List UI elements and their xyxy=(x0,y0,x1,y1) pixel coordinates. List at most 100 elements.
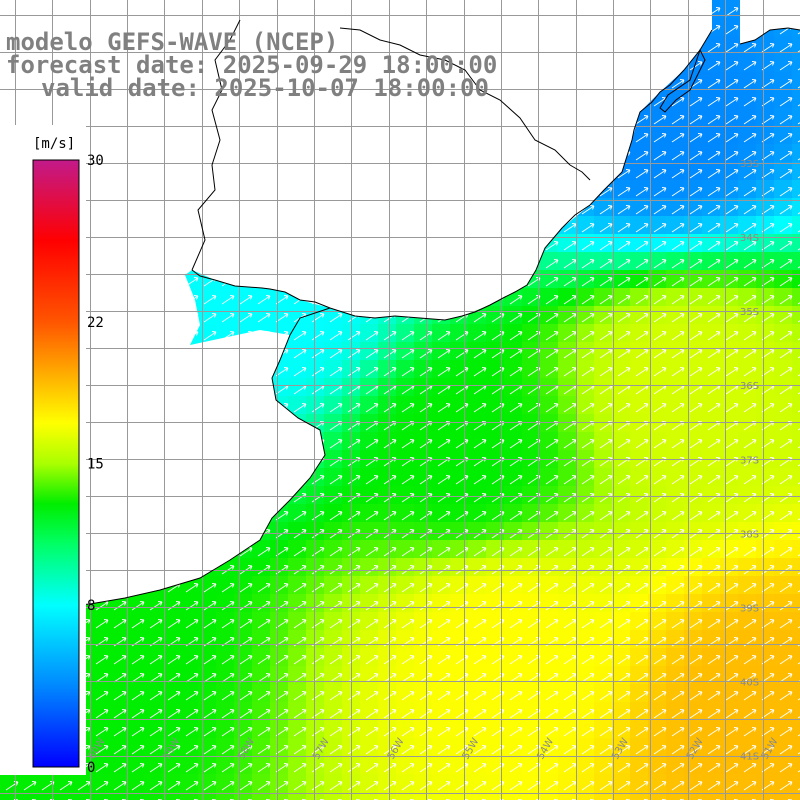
wind-arrow xyxy=(473,349,487,359)
field-cell xyxy=(738,648,757,667)
wind-arrow xyxy=(365,367,379,377)
wind-arrow xyxy=(617,709,631,719)
wind-arrow xyxy=(671,313,685,323)
field-cell xyxy=(702,360,721,379)
wind-arrow xyxy=(671,241,685,251)
field-cell xyxy=(738,90,757,109)
field-cell xyxy=(234,738,253,757)
wind-arrow xyxy=(653,475,667,485)
field-cell xyxy=(180,756,199,775)
field-cell xyxy=(702,666,721,685)
field-cell xyxy=(756,486,775,505)
wind-arrow xyxy=(779,745,793,755)
field-cell xyxy=(738,72,757,91)
field-cell xyxy=(306,576,325,595)
field-cell xyxy=(90,684,109,703)
field-cell xyxy=(288,522,307,541)
field-cell xyxy=(648,288,667,307)
wind-arrow xyxy=(725,241,739,251)
field-cell xyxy=(378,576,397,595)
wind-arrow xyxy=(689,277,703,287)
field-cell xyxy=(738,576,757,595)
field-cell xyxy=(648,324,667,343)
field-cell xyxy=(360,774,379,793)
field-cell xyxy=(324,360,343,379)
wind-arrow xyxy=(725,619,739,629)
wind-arrow xyxy=(365,673,379,683)
wind-arrow xyxy=(779,583,793,593)
coastline xyxy=(0,19,800,619)
wind-arrow xyxy=(221,673,235,683)
field-cell xyxy=(522,576,541,595)
field-cell xyxy=(738,288,757,307)
field-cell xyxy=(144,720,163,739)
wind-arrow xyxy=(617,349,631,359)
field-cell xyxy=(558,648,577,667)
wind-arrow xyxy=(653,331,667,341)
field-cell xyxy=(144,648,163,667)
field-cell xyxy=(756,666,775,685)
field-cell xyxy=(648,216,667,235)
field-cell xyxy=(792,378,800,397)
field-cell xyxy=(540,324,559,343)
field-cell xyxy=(540,378,559,397)
field-cell xyxy=(270,306,289,325)
field-cell xyxy=(576,324,595,343)
wind-arrow xyxy=(725,295,739,305)
wind-arrow xyxy=(239,781,253,791)
wind-arrow xyxy=(401,547,415,557)
wind-arrow xyxy=(365,691,379,701)
field-cell xyxy=(144,738,163,757)
wind-arrow xyxy=(293,601,307,611)
wind-arrow xyxy=(707,619,721,629)
field-cell xyxy=(612,306,631,325)
field-cell xyxy=(738,360,757,379)
wind-arrow xyxy=(689,745,703,755)
wind-arrow xyxy=(635,655,649,665)
field-cell xyxy=(306,774,325,793)
field-cell xyxy=(576,684,595,703)
wind-arrow xyxy=(617,331,631,341)
field-cell xyxy=(594,774,613,793)
wind-arrow xyxy=(707,691,721,701)
field-cell xyxy=(648,504,667,523)
field-cell xyxy=(288,612,307,631)
wind-arrow xyxy=(635,313,649,323)
wind-arrow xyxy=(635,709,649,719)
wind-arrow xyxy=(257,727,271,737)
field-cell xyxy=(756,360,775,379)
wind-arrow xyxy=(743,331,757,341)
wind-arrow xyxy=(509,691,523,701)
field-cell xyxy=(612,792,631,800)
field-cell xyxy=(648,684,667,703)
field-cell xyxy=(324,396,343,415)
wind-arrow xyxy=(293,349,307,359)
wind-arrow xyxy=(401,475,415,485)
field-cell xyxy=(630,630,649,649)
title-forecast-date: forecast date: 2025-09-29 18:00:00 xyxy=(6,51,497,79)
field-cell xyxy=(252,720,271,739)
wind-arrow xyxy=(401,367,415,377)
wind-arrow xyxy=(473,331,487,341)
field-cell xyxy=(774,738,793,757)
wind-arrow xyxy=(743,781,757,791)
field-cell xyxy=(648,414,667,433)
field-cell xyxy=(666,288,685,307)
field-cell xyxy=(234,288,253,307)
coast-ne-corner xyxy=(739,27,800,45)
field-cell xyxy=(378,666,397,685)
field-cell xyxy=(612,666,631,685)
wind-arrow xyxy=(671,439,685,449)
field-cell xyxy=(324,774,343,793)
wind-arrow xyxy=(329,403,343,413)
wind-arrow xyxy=(599,367,613,377)
wind-arrow xyxy=(347,673,361,683)
field-cell xyxy=(648,720,667,739)
field-cell xyxy=(522,504,541,523)
wind-arrow xyxy=(401,349,415,359)
field-cell xyxy=(630,504,649,523)
field-cell xyxy=(720,396,739,415)
wind-arrow xyxy=(239,727,253,737)
